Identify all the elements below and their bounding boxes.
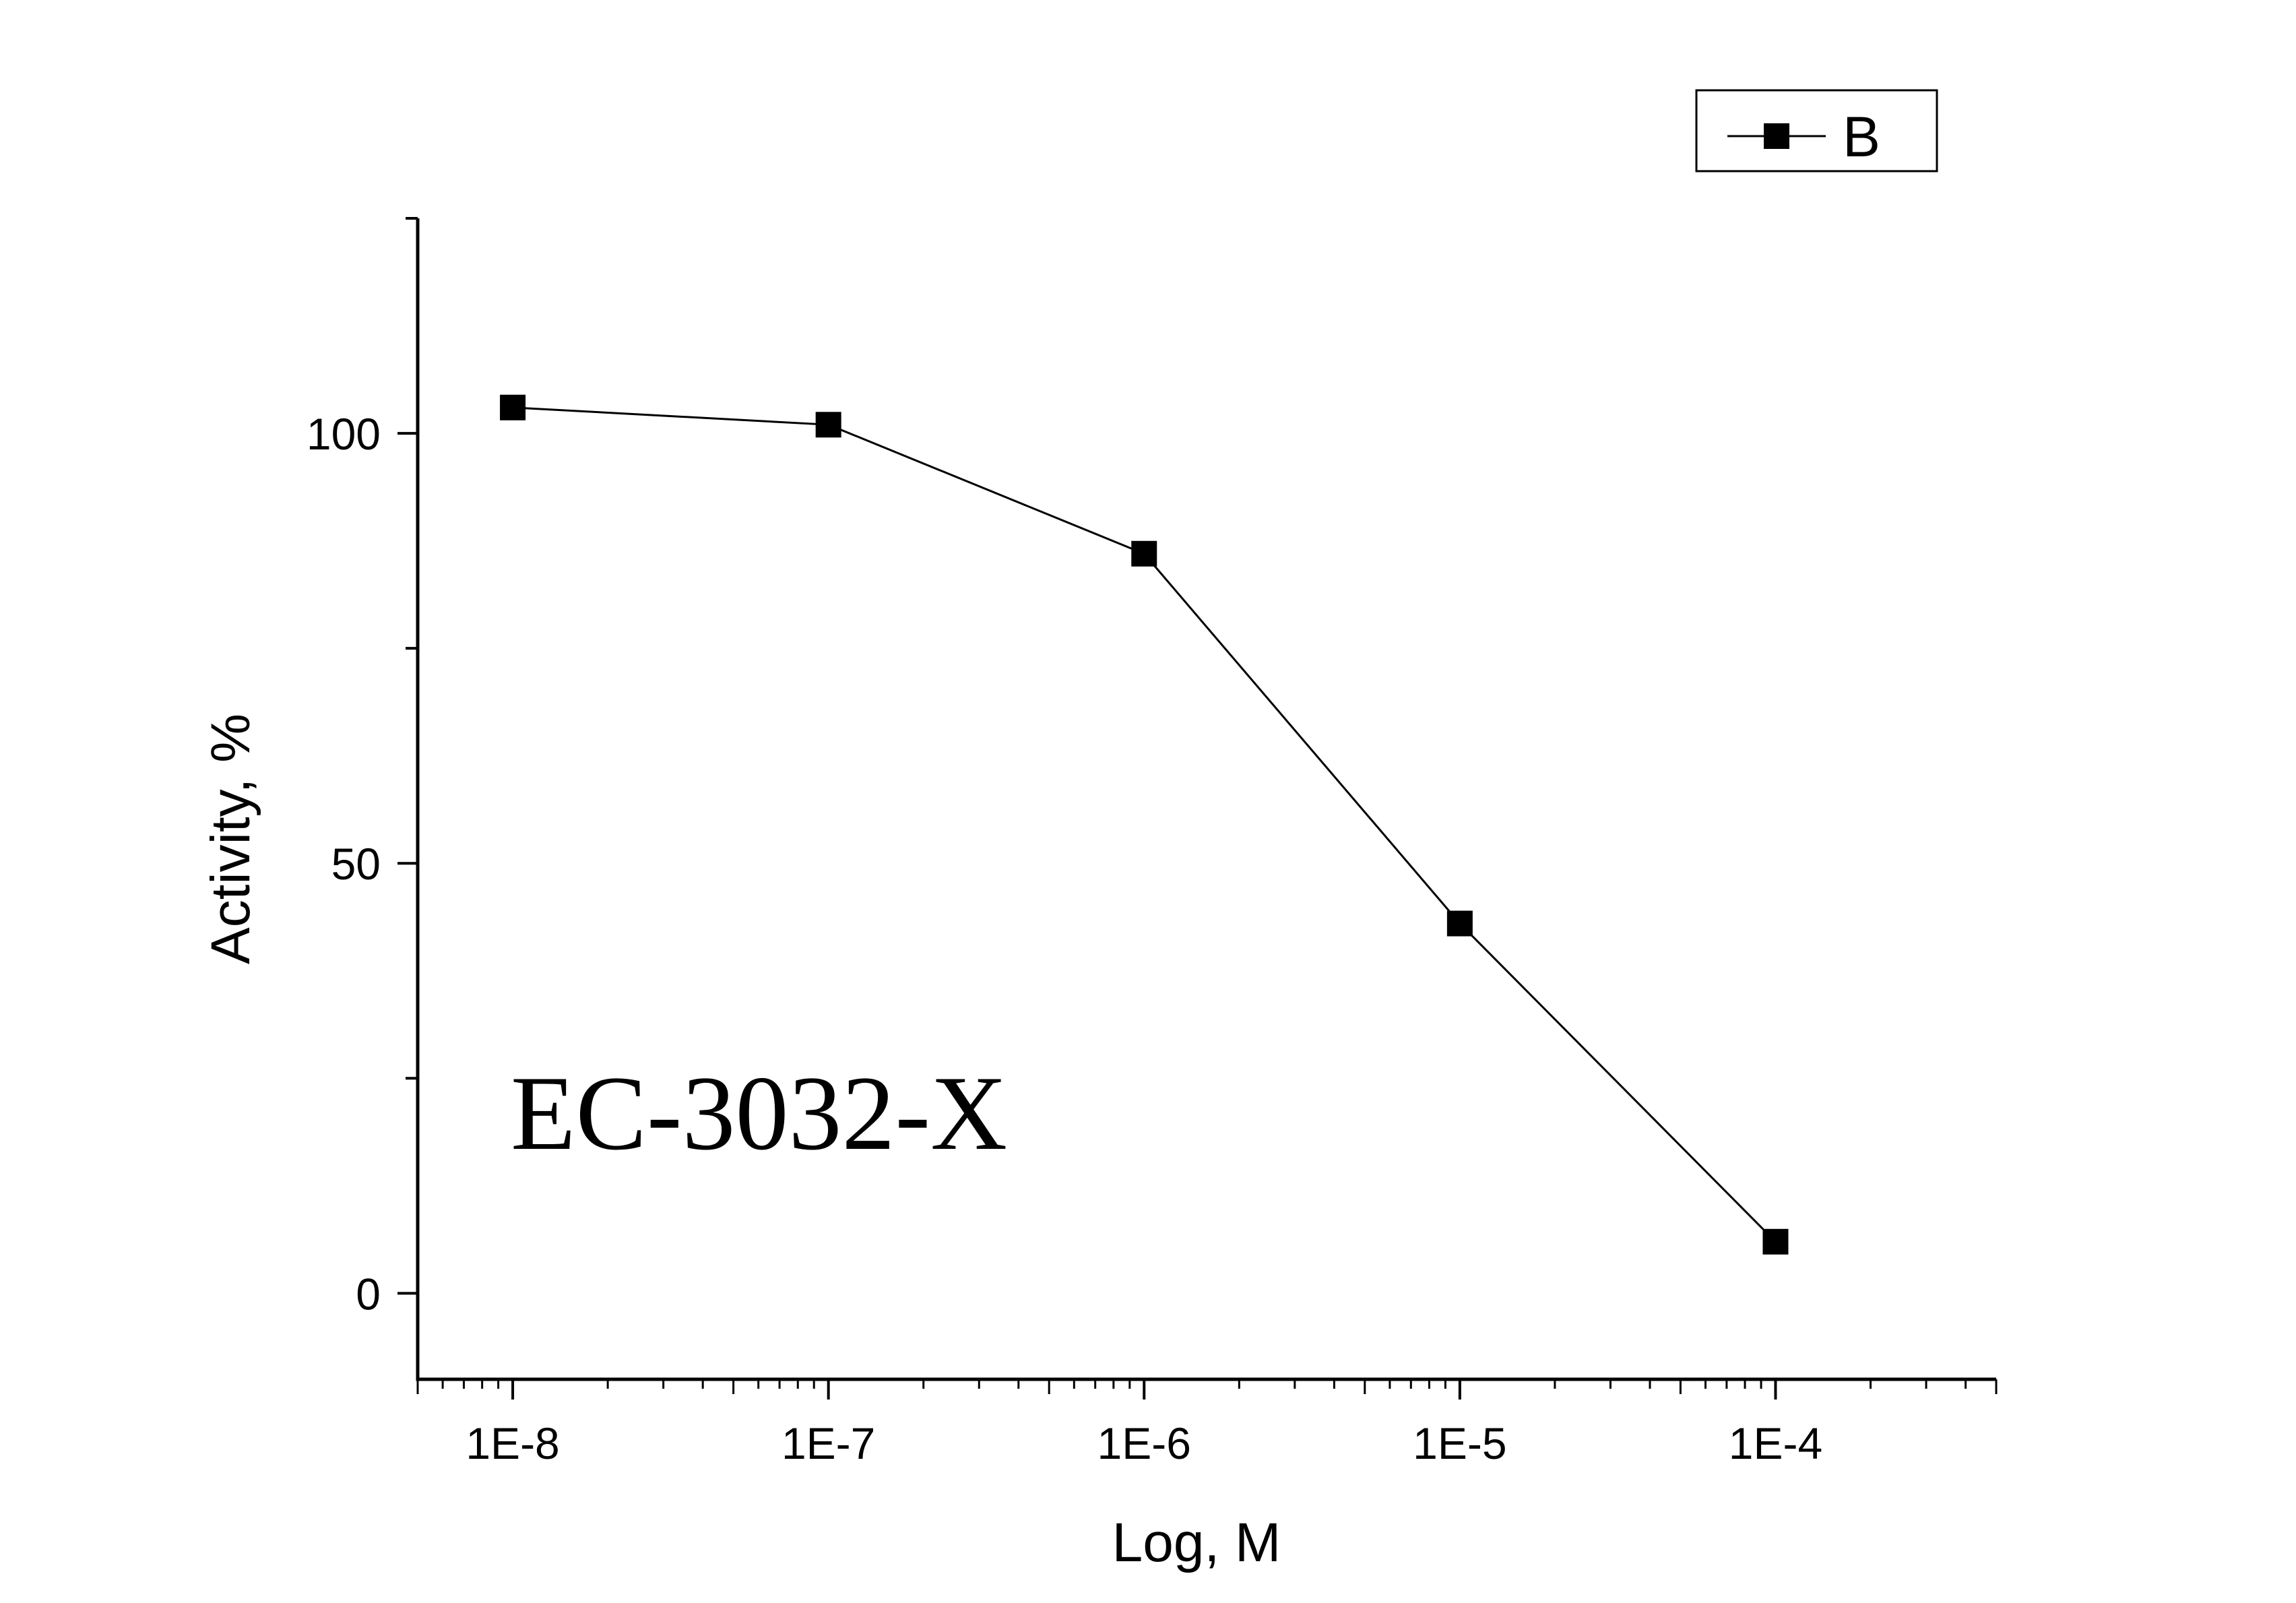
data-point bbox=[1131, 540, 1157, 567]
axes bbox=[416, 218, 1996, 1381]
y-ticks: 0 50 100 bbox=[307, 217, 418, 1319]
x-tick-label: 1E-6 bbox=[1097, 1418, 1191, 1468]
legend-label: B bbox=[1843, 105, 1880, 168]
series bbox=[500, 394, 1789, 1255]
legend: B bbox=[1695, 89, 1938, 172]
data-point bbox=[500, 394, 526, 420]
y-tick-label: 100 bbox=[307, 409, 381, 459]
legend-box bbox=[1695, 89, 1938, 172]
x-tick-label: 1E-5 bbox=[1413, 1418, 1506, 1468]
legend-marker bbox=[1764, 123, 1789, 149]
data-point bbox=[815, 412, 841, 438]
y-tick-label: 0 bbox=[356, 1269, 381, 1319]
x-axis-title: Log, M bbox=[1112, 1512, 1281, 1573]
chart-annotation: EC-3032-X bbox=[511, 1055, 1007, 1172]
x-ticks: 1E-8 1E-7 1E-6 1E-5 1E-4 bbox=[416, 1379, 1998, 1468]
data-point bbox=[1446, 910, 1473, 937]
data-point bbox=[1762, 1228, 1789, 1255]
y-tick-label: 50 bbox=[331, 839, 381, 889]
x-tick-label: 1E-8 bbox=[466, 1418, 559, 1468]
y-axis-title: Activity, % bbox=[200, 714, 261, 964]
x-tick-label: 1E-4 bbox=[1729, 1418, 1822, 1468]
x-tick-label: 1E-7 bbox=[782, 1418, 875, 1468]
